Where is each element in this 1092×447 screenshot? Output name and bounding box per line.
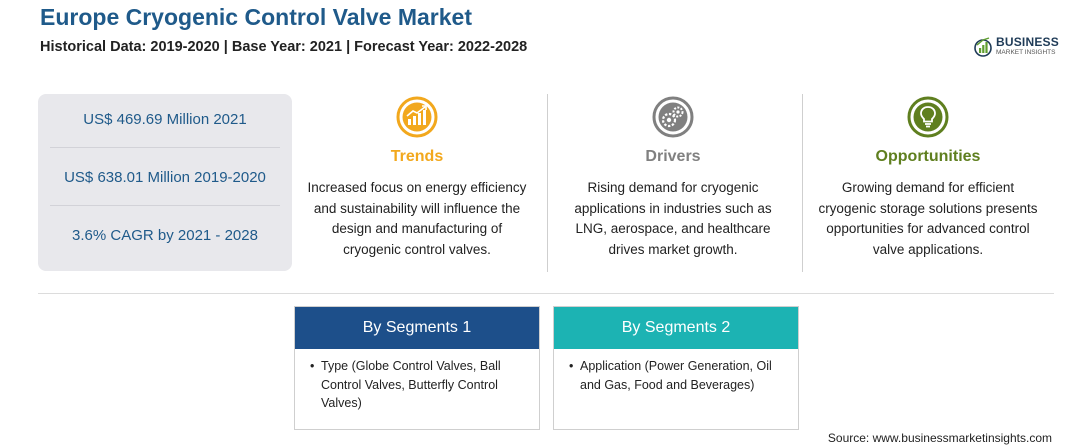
bullet-marker: • bbox=[310, 359, 315, 373]
segment-card-1: By Segments 1 • Type (Globe Control Valv… bbox=[294, 306, 540, 430]
drivers-label: Drivers bbox=[645, 148, 701, 165]
page-title: Europe Cryogenic Control Valve Market bbox=[40, 4, 473, 30]
opportunities-column: Opportunities Growing demand for efficie… bbox=[803, 94, 1053, 272]
gears-icon bbox=[652, 96, 694, 138]
stats-divider bbox=[50, 147, 280, 148]
stat-market-value-historical: US$ 638.01 Million 2019-2020 bbox=[64, 169, 266, 186]
trends-label: Trends bbox=[390, 148, 444, 165]
section-divider bbox=[38, 293, 1054, 294]
bullet-marker: • bbox=[569, 359, 574, 373]
trends-text: Increased focus on energy efficiency and… bbox=[307, 180, 527, 257]
segment-2-title: By Segments 2 bbox=[554, 307, 798, 349]
drivers-text: Rising demand for cryogenic applications… bbox=[574, 180, 772, 257]
logo-globe-icon bbox=[974, 37, 992, 57]
segment-2-body: • Application (Power Generation, Oil and… bbox=[554, 349, 798, 394]
column-divider bbox=[547, 94, 548, 272]
stats-panel: US$ 469.69 Million 2021 US$ 638.01 Milli… bbox=[38, 94, 292, 271]
segment-1-item: Type (Globe Control Valves, Ball Control… bbox=[321, 359, 501, 410]
column-divider bbox=[802, 94, 803, 272]
segment-1-title: By Segments 1 bbox=[295, 307, 539, 349]
page-subtitle: Historical Data: 2019-2020 | Base Year: … bbox=[40, 39, 528, 55]
trends-column: Trends Increased focus on energy efficie… bbox=[292, 94, 542, 272]
brand-logo: BUSINESS MARKET INSIGHTS bbox=[974, 32, 1074, 62]
logo-tagline: MARKET INSIGHTS bbox=[996, 49, 1056, 56]
opportunities-text: Growing demand for efficient cryogenic s… bbox=[818, 180, 1038, 257]
opportunities-label: Opportunities bbox=[875, 148, 981, 165]
drivers-column: Drivers Rising demand for cryogenic appl… bbox=[548, 94, 798, 272]
segment-2-item: Application (Power Generation, Oil and G… bbox=[580, 359, 772, 392]
stats-divider bbox=[50, 205, 280, 206]
trend-chart-icon bbox=[396, 96, 438, 138]
stat-market-value-2021: US$ 469.69 Million 2021 bbox=[83, 111, 247, 128]
stat-cagr: 3.6% CAGR by 2021 - 2028 bbox=[72, 227, 258, 244]
lightbulb-icon bbox=[907, 96, 949, 138]
source-credit: Source: www.businessmarketinsights.com bbox=[827, 431, 1052, 445]
logo-name: BUSINESS bbox=[996, 35, 1059, 49]
segment-1-body: • Type (Globe Control Valves, Ball Contr… bbox=[295, 349, 539, 413]
segment-card-2: By Segments 2 • Application (Power Gener… bbox=[553, 306, 799, 430]
